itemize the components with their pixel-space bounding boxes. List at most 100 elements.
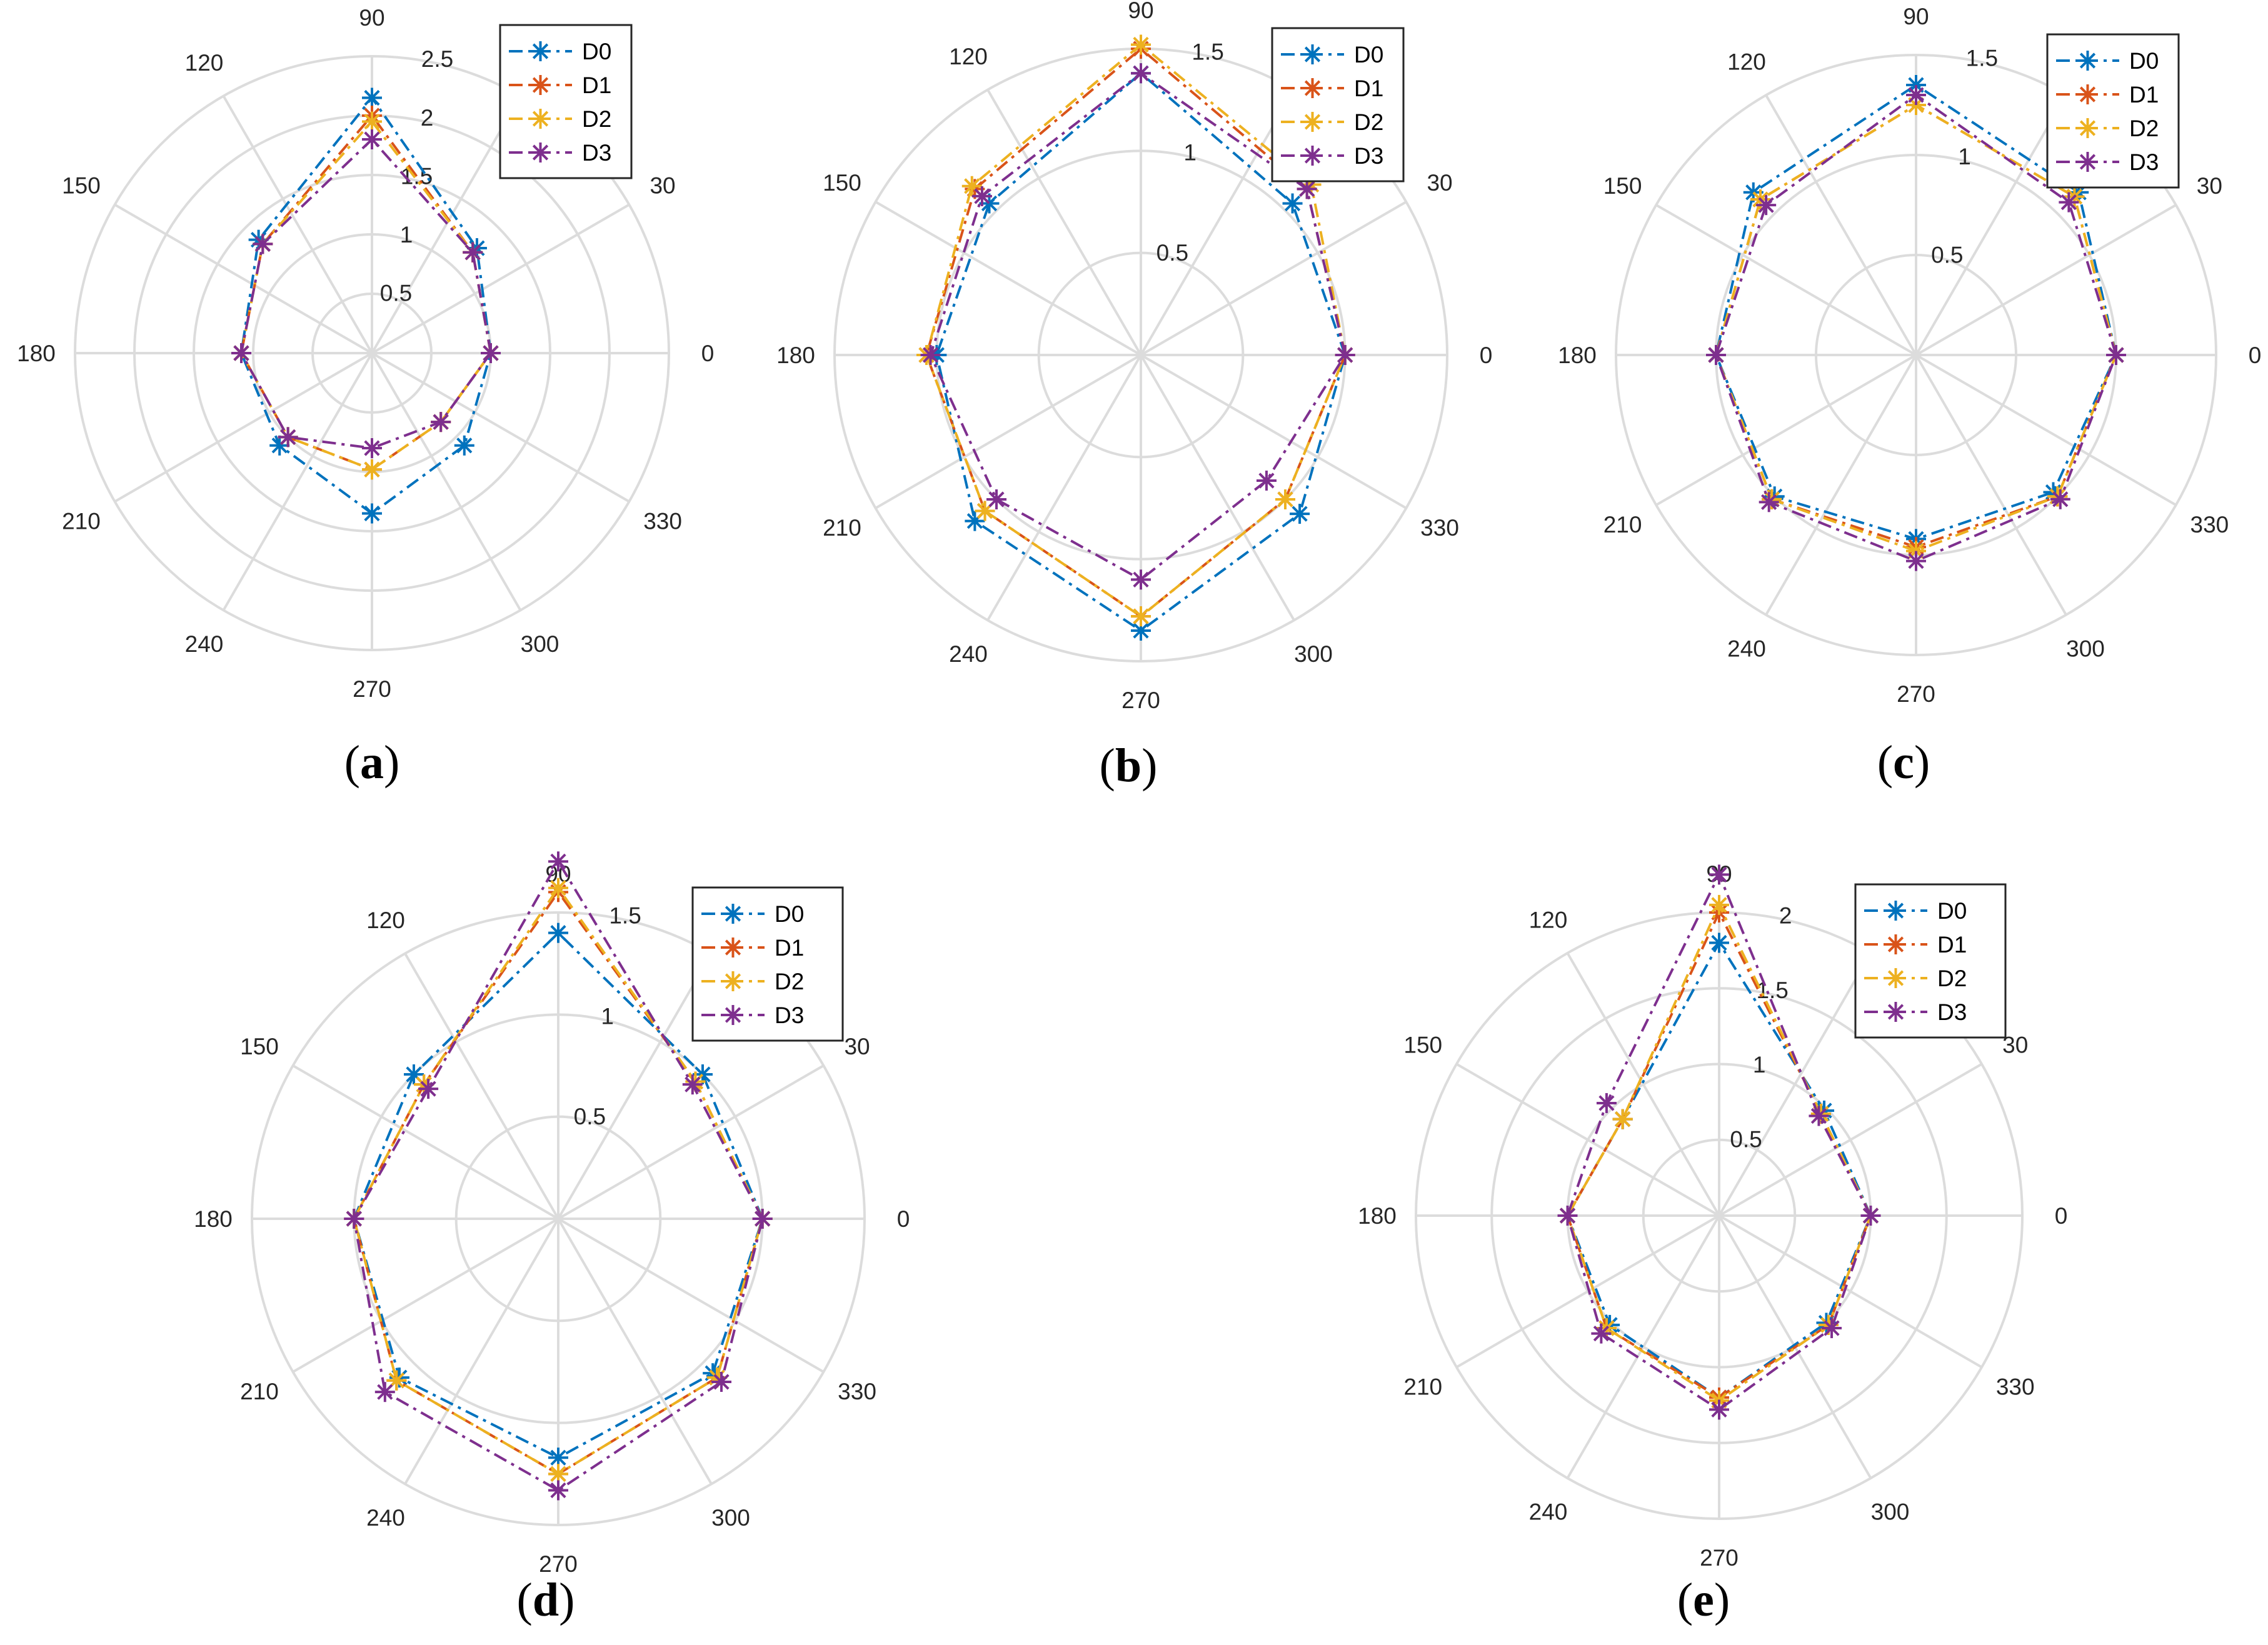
legend-label: D2 — [775, 969, 804, 994]
grid-spoke — [1915, 354, 2067, 616]
r-tick-label: 1 — [601, 1003, 614, 1029]
series-point — [1131, 63, 1151, 84]
grid-spoke — [1915, 94, 2067, 356]
series-point — [362, 88, 382, 108]
grid-spoke — [371, 203, 630, 354]
series-point — [1131, 34, 1151, 55]
legend-item: D0 — [2056, 48, 2159, 74]
series-point — [548, 922, 568, 943]
series-D3 — [344, 851, 773, 1501]
theta-tick-label: 330 — [838, 1379, 876, 1404]
panel-label: (b) — [1100, 739, 1158, 792]
theta-tick-label: 150 — [1403, 1032, 1442, 1058]
series-point — [1131, 606, 1151, 627]
theta-tick-label: 240 — [185, 631, 224, 657]
theta-tick-label: 180 — [1358, 1203, 1397, 1229]
legend: D0 D1 D2 D3 — [2046, 33, 2180, 189]
theta-tick-label: 30 — [2197, 173, 2222, 199]
grid-spoke — [404, 952, 559, 1220]
theta-tick-label: 120 — [1529, 907, 1568, 932]
legend: D0 D1 D2 D3 — [1854, 883, 2007, 1039]
r-tick-label: 1.5 — [609, 902, 641, 928]
series-D1 — [231, 106, 501, 480]
legend-item: D1 — [701, 935, 804, 961]
theta-tick-label: 300 — [2066, 636, 2105, 661]
series-point — [1591, 1323, 1612, 1344]
series-point — [548, 1448, 568, 1468]
legend-marker — [723, 904, 743, 924]
series-D3 — [1557, 864, 1881, 1420]
series-point — [1706, 345, 1726, 365]
grid-spoke — [1765, 354, 1917, 616]
legend-marker — [2077, 51, 2098, 71]
legend-label: D3 — [2129, 149, 2159, 175]
legend: D0 D1 D2 D3 — [1271, 27, 1405, 182]
legend-marker — [1885, 901, 1906, 921]
theta-tick-label: 240 — [949, 641, 988, 667]
legend-box — [1271, 27, 1405, 182]
legend-item: D2 — [509, 106, 611, 132]
series-point — [986, 489, 1007, 509]
polar-chart-a: 03060901201501802102402703003300.511.522… — [17, 5, 714, 789]
legend-box — [1854, 883, 2007, 1039]
legend-label: D1 — [775, 935, 804, 961]
theta-tick-label: 30 — [844, 1034, 870, 1059]
series-point — [1275, 489, 1295, 509]
legend-item: D3 — [1281, 143, 1383, 169]
theta-tick-label: 180 — [194, 1206, 233, 1232]
grid-spoke — [557, 1218, 713, 1485]
series-point — [463, 242, 483, 262]
grid-spoke — [1718, 1062, 1983, 1217]
grid-spoke — [222, 95, 373, 354]
grid-spoke — [1140, 201, 1407, 356]
legend-marker — [1302, 44, 1323, 64]
r-tick-label: 2 — [421, 105, 434, 131]
theta-tick-label: 270 — [1700, 1545, 1739, 1571]
legend-item: D2 — [2056, 116, 2159, 141]
series-line — [239, 119, 492, 471]
legend-label: D1 — [2129, 82, 2159, 108]
series-point — [975, 501, 995, 521]
series-point — [2059, 192, 2079, 212]
legend-marker — [1885, 934, 1906, 954]
legend-marker — [2077, 84, 2098, 104]
series-point — [1822, 1318, 1842, 1339]
legend-marker — [723, 971, 743, 991]
theta-tick-label: 120 — [1727, 49, 1766, 75]
r-tick-label: 0.5 — [1931, 242, 1963, 268]
legend-marker — [530, 75, 551, 95]
series-point — [362, 503, 382, 524]
series-point — [454, 435, 474, 456]
r-tick-label: 0.5 — [380, 280, 412, 306]
grid-spoke — [222, 352, 373, 611]
series-point — [1612, 1109, 1633, 1129]
legend-marker — [2077, 118, 2098, 138]
r-tick-label: 0.5 — [1730, 1127, 1762, 1152]
polar-chart-b: 03060901201501802102402703003300.511.5D0… — [776, 0, 1492, 792]
theta-tick-label: 30 — [650, 173, 675, 199]
legend-marker — [1302, 78, 1323, 98]
theta-tick-label: 120 — [185, 50, 224, 76]
series-point — [1809, 1106, 1829, 1126]
legend: D0 D1 D2 D3 — [499, 24, 633, 179]
polar-chart-e: 03060901201501802102402703003300.511.52D… — [1358, 861, 2067, 1626]
r-tick-label: 2.5 — [421, 46, 453, 72]
legend-label: D3 — [775, 1002, 804, 1028]
series-line — [935, 71, 1347, 632]
series-point — [362, 129, 382, 149]
legend-label: D1 — [1937, 932, 1967, 958]
legend: D0 D1 D2 D3 — [691, 886, 844, 1042]
theta-tick-label: 0 — [897, 1206, 910, 1232]
grid-spoke — [1140, 354, 1407, 509]
series-line — [1714, 93, 2117, 562]
series-point — [548, 1480, 568, 1501]
grid-spoke — [1566, 952, 1720, 1216]
theta-tick-label: 150 — [62, 173, 101, 199]
theta-tick-label: 30 — [2002, 1032, 2028, 1058]
panel-label: (d) — [517, 1574, 575, 1626]
theta-tick-label: 90 — [1903, 4, 1929, 29]
theta-tick-label: 270 — [539, 1551, 578, 1577]
r-tick-label: 1.5 — [1966, 45, 1998, 71]
legend-item: D3 — [2056, 149, 2159, 175]
